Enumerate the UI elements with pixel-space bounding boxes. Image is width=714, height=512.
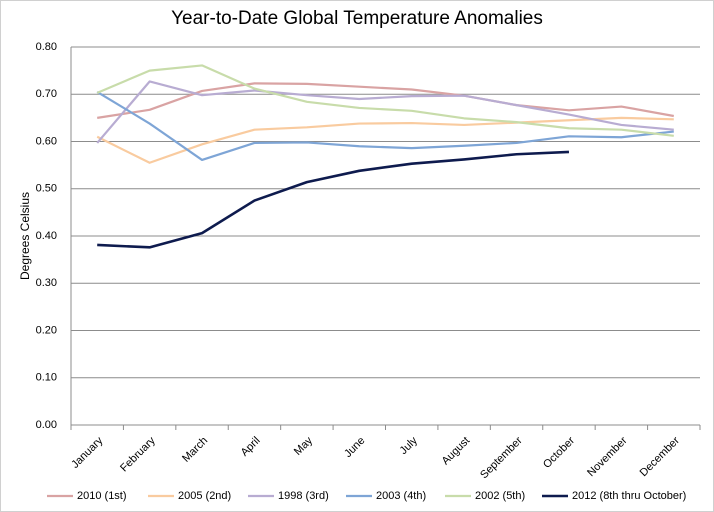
series-line [96, 64, 674, 137]
legend-label: 2003 (4th) [376, 490, 426, 502]
series-line [97, 82, 674, 119]
y-tick-label: 0.70 [36, 88, 57, 100]
series-line [97, 150, 570, 249]
y-tick-label: 0.60 [36, 135, 57, 147]
chart-title: Year-to-Date Global Temperature Anomalie… [171, 8, 543, 29]
legend-label: 2005 (2nd) [178, 490, 231, 502]
legend-label: 2010 (1st) [77, 490, 127, 502]
y-axis-title: Degrees Celsius [18, 192, 32, 280]
y-tick-label: 0.80 [36, 41, 57, 53]
legend-label: 1998 (3rd) [278, 490, 329, 502]
legend-label: 2012 (8th thru October) [572, 490, 686, 502]
y-tick-label: 0.30 [36, 277, 57, 289]
series-line [96, 80, 674, 144]
y-tick-label: 0.20 [36, 324, 57, 336]
y-tick-label: 0.00 [36, 419, 57, 431]
legend-label: 2002 (5th) [475, 490, 525, 502]
series-line [96, 90, 674, 162]
y-tick-label: 0.10 [36, 372, 57, 384]
y-tick-label: 0.40 [36, 230, 57, 242]
y-tick-label: 0.50 [36, 183, 57, 195]
series-line [96, 116, 674, 164]
